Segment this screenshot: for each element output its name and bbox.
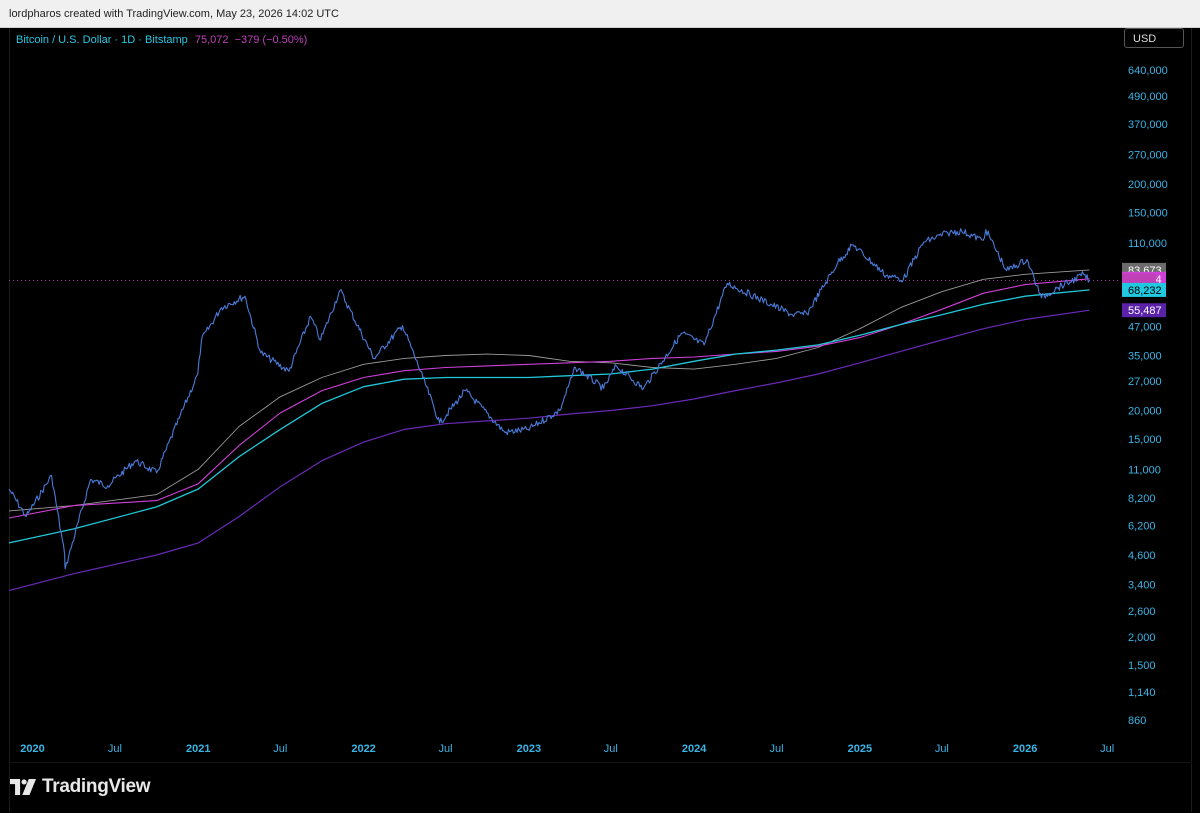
x-tick-label: 2026 xyxy=(1013,743,1037,755)
y-tick-label: 27,000 xyxy=(1128,376,1162,388)
price-label-box xyxy=(1122,282,1166,297)
y-tick-label: 490,000 xyxy=(1128,91,1168,103)
price-change: −379 (−0.50%) xyxy=(234,34,308,46)
y-tick-label: 1,140 xyxy=(1128,687,1156,699)
tradingview-logo-icon xyxy=(10,779,36,795)
y-tick-label: 860 xyxy=(1128,715,1146,727)
x-tick-label: Jul xyxy=(108,743,122,755)
y-tick-label: 1,500 xyxy=(1128,660,1156,672)
x-tick-label: 2020 xyxy=(20,743,44,755)
last-price: 75,072 xyxy=(194,34,229,46)
ma-magenta-line xyxy=(8,278,1090,519)
y-tick-label: 2,600 xyxy=(1128,606,1156,618)
y-tick-label: 47,000 xyxy=(1128,322,1162,334)
y-tick-label: 35,000 xyxy=(1128,351,1162,363)
axis-layer: 640,000 490,000 370,000 270,000 200,000 150,0… xyxy=(20,65,1167,755)
footer-divider xyxy=(9,762,1192,763)
y-tick-label: 4,600 xyxy=(1128,550,1156,562)
price-line xyxy=(8,228,1090,570)
currency-button[interactable]: USD xyxy=(1124,28,1184,48)
x-tick-label: Jul xyxy=(439,743,453,755)
y-tick-label: 20,000 xyxy=(1128,406,1162,418)
x-tick-label: Jul xyxy=(770,743,784,755)
x-tick-label: 2022 xyxy=(351,743,375,755)
tradingview-wordmark: TradingView xyxy=(42,776,151,797)
x-tick-label: 2023 xyxy=(517,743,541,755)
y-tick-label: 11,000 xyxy=(1128,464,1161,476)
price-label-box xyxy=(1122,303,1166,318)
symbol-legend: Bitcoin / U.S. Dollar · 1D · Bitstamp 75… xyxy=(16,34,307,46)
y-tick-label: 15,000 xyxy=(1128,434,1162,446)
y-tick-label: 2,000 xyxy=(1128,632,1156,644)
y-tick-label: 6,200 xyxy=(1128,521,1156,533)
chart-frame xyxy=(9,28,1192,812)
y-tick-label: 150,000 xyxy=(1128,208,1168,220)
y-tick-label: 370,000 xyxy=(1128,119,1168,131)
x-tick-label: Jul xyxy=(1100,743,1114,755)
series-layer xyxy=(8,228,1118,592)
y-tick-label: 110,000 xyxy=(1128,238,1167,250)
y-tick-label: 640,000 xyxy=(1128,65,1168,77)
x-tick-label: 2021 xyxy=(186,743,210,755)
y-tick-label: 270,000 xyxy=(1128,150,1168,162)
y-tick-label: 3,400 xyxy=(1128,580,1156,592)
x-tick-label: Jul xyxy=(935,743,949,755)
x-tick-label: 2025 xyxy=(848,743,872,755)
ma-purple-line xyxy=(8,309,1090,592)
price-label-text: 55,487 xyxy=(1128,305,1162,317)
symbol-title: Bitcoin / U.S. Dollar · 1D · Bitstamp xyxy=(16,34,188,46)
ma-cyan-line xyxy=(8,289,1090,544)
tradingview-logo[interactable]: TradingView xyxy=(10,775,151,799)
x-tick-label: Jul xyxy=(604,743,618,755)
y-tick-label: 200,000 xyxy=(1128,179,1168,191)
top-bar: lordpharos created with TradingView.com,… xyxy=(0,0,1200,28)
x-tick-label: Jul xyxy=(273,743,287,755)
x-tick-label: 2024 xyxy=(682,743,707,755)
y-tick-label: 8,200 xyxy=(1128,493,1156,505)
price-label-text: 68,232 xyxy=(1128,285,1162,297)
ma-gray-line xyxy=(8,269,1090,512)
created-with-credit: lordpharos created with TradingView.com,… xyxy=(9,8,339,20)
